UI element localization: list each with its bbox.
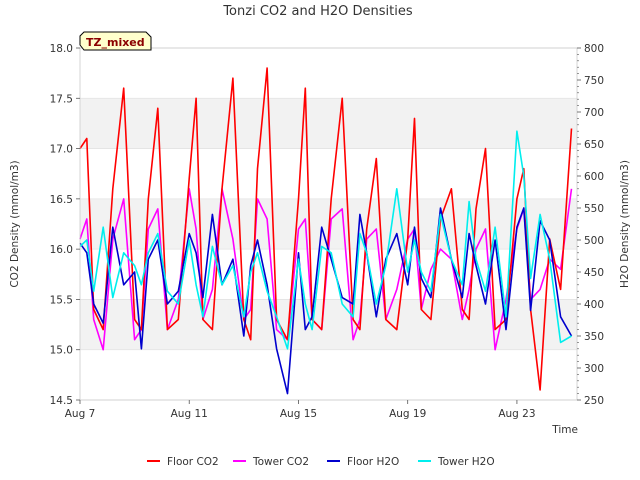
right-axis-ticks: 250 300 350 400 450 500 550 600 650 700 750 800 [577, 43, 604, 407]
x-tick-label: Aug 11 [171, 408, 208, 420]
left-tick-label: 16.5 [50, 194, 73, 206]
right-tick-label: 300 [584, 363, 604, 375]
left-tick-label: 17.0 [50, 144, 73, 156]
chart-title: Tonzi CO2 and H2O Densities [222, 4, 413, 19]
left-axis-label: CO2 Density (mmol/m3) [9, 160, 21, 287]
right-tick-label: 800 [584, 43, 604, 55]
site-badge-box [79, 31, 152, 51]
legend-label-floor-h2o: Floor H2O [347, 456, 399, 468]
right-tick-label: 700 [584, 107, 604, 119]
series-layer [79, 67, 573, 395]
left-axis-ticks: 14.5 15.0 15.5 16.0 16.5 17.0 17.5 18.0 [50, 43, 80, 407]
right-tick-label: 450 [584, 267, 604, 279]
series-line-floor-co2 [79, 67, 573, 391]
x-tick-label: Aug 15 [280, 408, 317, 420]
right-tick-label: 600 [584, 171, 604, 183]
x-tick-label: Aug 19 [389, 408, 426, 420]
right-tick-label: 400 [584, 299, 604, 311]
x-tick-label: Aug 7 [65, 408, 96, 420]
left-tick-label: 14.5 [50, 395, 73, 407]
x-axis-ticks: Aug 7 Aug 11 Aug 15 Aug 19 Aug 23 [65, 400, 536, 420]
legend-label-floor-co2: Floor CO2 [167, 456, 219, 468]
series-line-floor-h2o [79, 207, 573, 395]
x-tick-label: Aug 23 [498, 408, 535, 420]
right-tick-label: 250 [584, 395, 604, 407]
site-badge: TZ_mixed [79, 31, 152, 51]
left-tick-label: 17.5 [50, 93, 73, 105]
right-tick-label: 750 [584, 75, 604, 87]
site-badge-text: TZ_mixed [86, 36, 145, 49]
right-tick-label: 650 [584, 139, 604, 151]
left-tick-label: 15.5 [50, 294, 73, 306]
left-tick-label: 16.0 [50, 244, 73, 256]
right-tick-label: 350 [584, 331, 604, 343]
right-tick-label: 500 [584, 235, 604, 247]
right-axis-label: H2O Density (mmol/m3) [619, 160, 631, 288]
plot-area [79, 47, 578, 401]
left-tick-label: 15.0 [50, 345, 73, 357]
background-band [80, 98, 577, 149]
legend-label-tower-h2o: Tower H2O [437, 456, 495, 468]
series-line-tower-h2o [79, 130, 572, 350]
legend-label-tower-co2: Tower CO2 [252, 456, 309, 468]
right-tick-label: 550 [584, 203, 604, 215]
legend: Floor CO2 Tower CO2 Floor H2O Tower H2O [147, 456, 495, 468]
x-axis-label: Time [551, 424, 578, 436]
left-tick-label: 18.0 [50, 43, 73, 55]
